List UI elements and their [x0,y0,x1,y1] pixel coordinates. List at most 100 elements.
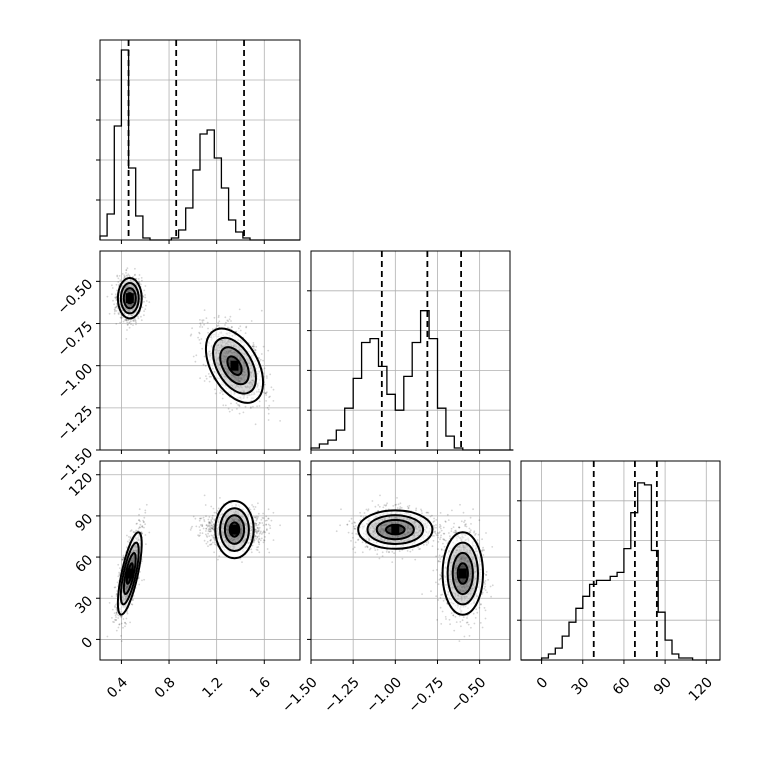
sample-point [125,319,128,321]
sample-point [199,517,201,520]
sample-point [229,315,232,318]
sample-point [267,517,270,520]
sample-point [130,323,132,326]
sample-point [138,281,141,284]
density-peak [125,293,134,304]
sample-point [237,327,240,330]
sample-point [197,336,200,339]
sample-point [215,511,218,514]
sample-point [192,355,195,358]
panel-0-0 [96,39,301,244]
sample-point [256,536,259,538]
sample-point [238,404,241,407]
sample-point [203,494,206,497]
sample-point [266,519,268,522]
sample-point [252,342,255,344]
sample-point [219,497,221,499]
sample-point [139,523,142,526]
sample-point [194,360,197,363]
sample-point [137,278,140,280]
sample-point [251,345,254,348]
sample-point [236,408,238,410]
sample-point [108,312,111,315]
sample-point [200,338,203,340]
sample-point [217,507,220,510]
sample-point [251,504,254,506]
sample-point [258,551,261,554]
sample-point [202,527,205,530]
sample-point [111,284,113,287]
sample-point [199,529,202,532]
sample-point [224,316,227,319]
sample-point [201,532,204,535]
sample-point [143,300,145,303]
sample-point [114,606,116,608]
sample-point [251,544,254,547]
panel-frame [310,250,511,451]
sample-point [125,274,128,277]
sample-point [264,536,266,538]
sample-point [129,621,132,624]
sample-point [125,319,128,322]
sample-point [257,516,259,518]
sample-point [207,532,210,535]
sample-point [125,617,128,620]
sample-point [140,319,143,322]
sample-point [189,529,192,531]
sample-point [258,535,260,537]
sample-point [148,531,151,534]
sample-point [199,319,201,321]
sample-point [125,318,127,321]
sample-point [212,541,214,544]
sample-point [245,325,248,328]
sample-point [127,273,130,276]
sample-point [272,400,275,402]
sample-point [217,558,219,561]
sample-point [123,275,126,278]
sample-point [207,528,210,531]
sample-point [144,308,147,310]
sample-point [106,635,109,638]
sample-point [117,313,120,316]
sample-point [209,539,212,542]
sample-point [138,513,140,516]
sample-point [258,400,261,403]
sample-point [249,407,252,409]
sample-point [205,524,208,527]
sample-point [259,358,262,361]
sample-point [126,275,129,277]
sample-point [137,315,139,318]
sample-point [208,375,211,378]
sample-point [198,535,201,537]
sample-point [144,511,147,514]
sample-point [228,327,231,330]
sample-point [265,529,268,532]
sample-point [269,395,271,398]
sample-point [211,527,214,530]
sample-point [114,309,116,312]
sample-point [269,527,272,529]
sample-point [250,406,252,408]
sample-point [141,306,144,309]
sample-point [265,515,268,518]
sample-point [230,320,232,322]
sample-point [268,532,270,535]
sample-point [116,289,118,292]
sample-point [115,593,118,596]
sample-point [487,579,489,581]
sample-point [252,505,255,508]
sample-point [207,373,210,375]
sample-point [264,383,266,386]
sample-point [205,515,207,517]
sample-point [198,332,201,335]
sample-point [190,333,193,336]
sample-point [113,303,115,306]
density-panel-2-0 [106,494,281,642]
sample-point [214,388,216,391]
sample-point [253,539,256,542]
sample-point [260,537,263,540]
sample-point [205,377,208,380]
sample-point [117,563,120,566]
sample-point [245,326,248,329]
sample-point [256,405,258,408]
